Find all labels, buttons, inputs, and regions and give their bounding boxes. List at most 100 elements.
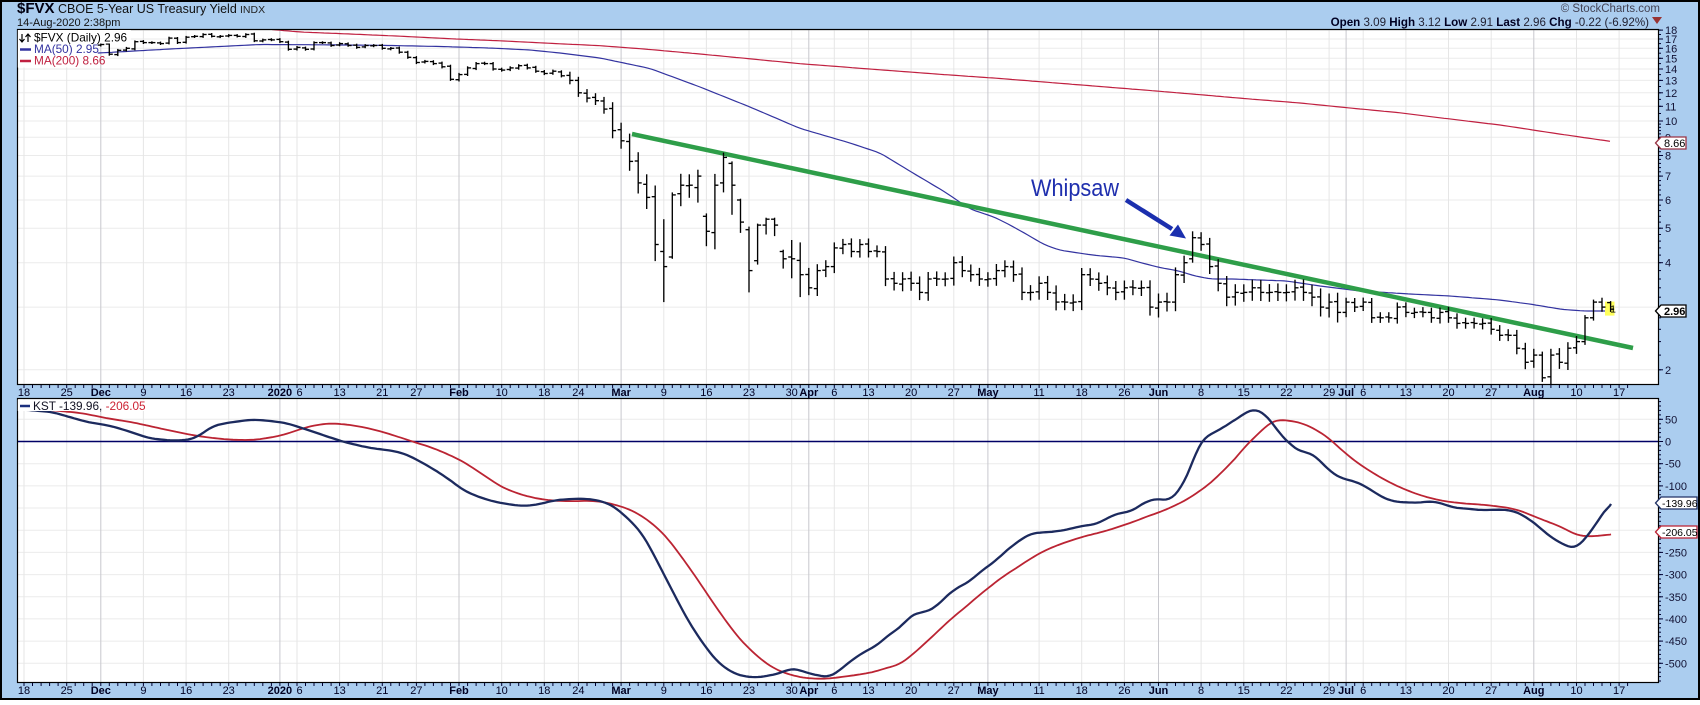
svg-text:20: 20	[905, 387, 917, 399]
svg-text:16: 16	[700, 685, 712, 697]
svg-text:MA(200) 8.66: MA(200) 8.66	[34, 54, 106, 68]
svg-text:Jul: Jul	[1338, 685, 1354, 697]
svg-text:8: 8	[1198, 387, 1204, 399]
svg-text:23: 23	[743, 685, 755, 697]
svg-text:20: 20	[1442, 685, 1454, 697]
svg-text:15: 15	[1238, 685, 1250, 697]
svg-text:-500: -500	[1665, 658, 1687, 670]
svg-text:Mar: Mar	[611, 685, 631, 697]
svg-text:-300: -300	[1665, 570, 1687, 582]
svg-text:26: 26	[1118, 387, 1130, 399]
svg-text:21: 21	[376, 685, 388, 697]
svg-text:7: 7	[1665, 171, 1671, 183]
svg-text:18: 18	[1076, 387, 1088, 399]
svg-text:13: 13	[1400, 685, 1412, 697]
svg-text:2.96: 2.96	[1664, 306, 1685, 318]
svg-text:10: 10	[496, 387, 508, 399]
svg-text:CBOE 5-Year US Treasury Yield: CBOE 5-Year US Treasury Yield	[58, 2, 237, 16]
svg-text:6: 6	[1360, 387, 1366, 399]
svg-text:13: 13	[333, 685, 345, 697]
svg-text:-50: -50	[1665, 459, 1681, 471]
svg-text:23: 23	[223, 387, 235, 399]
svg-text:-250: -250	[1665, 547, 1687, 559]
svg-text:25: 25	[61, 387, 73, 399]
svg-text:17: 17	[1613, 685, 1625, 697]
svg-text:27: 27	[948, 387, 960, 399]
svg-text:Jun: Jun	[1149, 685, 1169, 697]
svg-text:2020: 2020	[268, 387, 292, 399]
svg-text:22: 22	[1280, 685, 1292, 697]
svg-text:24: 24	[572, 387, 584, 399]
svg-text:14-Aug-2020 2:38pm: 14-Aug-2020 2:38pm	[17, 17, 120, 29]
svg-text:2: 2	[1665, 365, 1671, 377]
svg-text:Jul: Jul	[1338, 387, 1354, 399]
svg-text:29: 29	[1323, 387, 1335, 399]
svg-text:May: May	[977, 685, 999, 697]
svg-text:MA(50) 2.95: MA(50) 2.95	[34, 42, 99, 56]
svg-text:11: 11	[1033, 387, 1044, 399]
svg-text:Jun: Jun	[1149, 387, 1169, 399]
svg-text:11: 11	[1665, 101, 1676, 113]
svg-text:-350: -350	[1665, 592, 1687, 604]
svg-text:Feb: Feb	[449, 387, 469, 399]
svg-text:17: 17	[1665, 34, 1677, 46]
svg-text:11: 11	[1033, 685, 1044, 697]
svg-text:6: 6	[831, 685, 837, 697]
svg-text:8: 8	[1198, 685, 1204, 697]
svg-text:17: 17	[1613, 387, 1625, 399]
svg-text:30: 30	[786, 387, 798, 399]
svg-text:-139.96: -139.96	[1662, 498, 1698, 510]
svg-text:13: 13	[1665, 75, 1677, 87]
svg-text:0: 0	[1665, 437, 1671, 449]
svg-text:Open 3.09 High 3.12 Low 2.91 L: Open 3.09 High 3.12 Low 2.91 Last 2.96 C…	[1331, 16, 1650, 29]
svg-text:$FVX (Daily) 2.96: $FVX (Daily) 2.96	[34, 31, 128, 45]
svg-text:18: 18	[1665, 25, 1677, 37]
svg-text:18: 18	[538, 685, 550, 697]
svg-text:18: 18	[538, 387, 550, 399]
svg-text:9: 9	[140, 387, 146, 399]
svg-text:Aug: Aug	[1523, 685, 1544, 697]
svg-text:$FVX: $FVX	[17, 0, 55, 17]
svg-text:13: 13	[333, 387, 345, 399]
svg-text:Dec: Dec	[91, 685, 111, 697]
svg-text:KST -139.96, -206.05: KST -139.96, -206.05	[33, 399, 146, 413]
svg-text:20: 20	[1442, 387, 1454, 399]
svg-text:14: 14	[1665, 64, 1677, 76]
svg-text:Whipsaw: Whipsaw	[1031, 175, 1120, 202]
svg-text:20: 20	[905, 685, 917, 697]
svg-text:27: 27	[1485, 685, 1497, 697]
svg-text:8: 8	[1665, 151, 1671, 163]
svg-text:-206.05: -206.05	[1662, 527, 1698, 539]
svg-text:-400: -400	[1665, 614, 1687, 626]
svg-text:10: 10	[1570, 387, 1582, 399]
svg-text:13: 13	[862, 387, 874, 399]
svg-text:10: 10	[1665, 116, 1677, 128]
svg-text:Aug: Aug	[1523, 387, 1544, 399]
svg-text:6: 6	[296, 387, 302, 399]
svg-text:INDX: INDX	[240, 4, 265, 16]
svg-text:-450: -450	[1665, 636, 1687, 648]
svg-text:25: 25	[61, 685, 73, 697]
svg-text:© StockCharts.com: © StockCharts.com	[1561, 3, 1660, 15]
svg-text:10: 10	[1570, 685, 1582, 697]
svg-text:15: 15	[1665, 53, 1677, 65]
svg-text:Mar: Mar	[611, 387, 631, 399]
svg-text:9: 9	[661, 685, 667, 697]
svg-text:30: 30	[786, 685, 798, 697]
svg-text:6: 6	[1360, 685, 1366, 697]
svg-text:27: 27	[410, 685, 422, 697]
svg-text:Feb: Feb	[449, 685, 469, 697]
svg-text:15: 15	[1238, 387, 1250, 399]
svg-text:6: 6	[296, 685, 302, 697]
svg-text:9: 9	[661, 387, 667, 399]
svg-text:-100: -100	[1665, 481, 1687, 493]
svg-text:13: 13	[862, 685, 874, 697]
svg-text:23: 23	[743, 387, 755, 399]
svg-text:2020: 2020	[268, 685, 292, 697]
svg-text:6: 6	[1665, 195, 1671, 207]
svg-text:27: 27	[410, 387, 422, 399]
svg-text:5: 5	[1665, 223, 1671, 235]
svg-text:Apr: Apr	[799, 685, 819, 697]
svg-text:4: 4	[1665, 258, 1671, 270]
svg-text:16: 16	[180, 685, 192, 697]
